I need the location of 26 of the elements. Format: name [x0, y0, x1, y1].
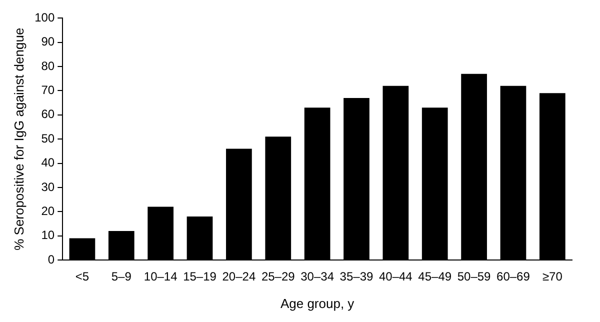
x-tick-label: 35–39 [340, 270, 374, 284]
y-tick-label: 40 [41, 156, 55, 170]
x-tick-label: 15–19 [183, 270, 217, 284]
x-tick-label: ≥70 [542, 270, 563, 284]
y-tick-label: 20 [41, 204, 55, 218]
y-tick-label: 100 [34, 10, 55, 25]
y-tick-label: 80 [41, 58, 55, 73]
x-tick-label: <5 [75, 270, 90, 284]
y-tick-label: 90 [41, 34, 55, 49]
y-tick-label: 60 [41, 107, 55, 122]
x-tick-label: 30–34 [300, 270, 334, 284]
x-tick-label: 10–14 [144, 270, 178, 284]
x-tick-label: 5–9 [111, 270, 132, 284]
x-tick-label: 40–44 [378, 270, 413, 284]
y-tick-label: 10 [41, 228, 55, 242]
x-tick-label: 60–69 [496, 270, 530, 284]
x-axis-title: Age group, y [280, 296, 355, 311]
y-tick-label: 30 [41, 180, 55, 194]
x-tick-label: 25–29 [261, 270, 296, 284]
x-tick-label: 20–24 [222, 270, 256, 284]
y-tick-label: 50 [41, 131, 55, 146]
y-tick-label: 70 [41, 83, 55, 98]
x-tick-label: 50–59 [457, 270, 492, 284]
y-tick-label: 0 [48, 252, 55, 266]
x-tick-label: 45–49 [418, 270, 452, 284]
y-axis-title: % Seropositive for IgG against dengue [11, 28, 26, 250]
